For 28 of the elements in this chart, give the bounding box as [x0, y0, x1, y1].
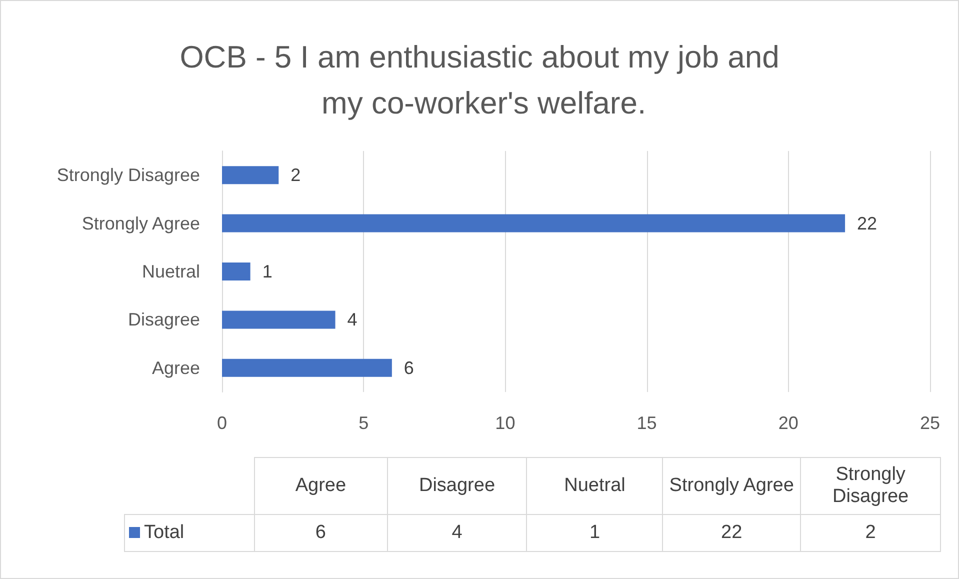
- data-label: 2: [290, 165, 301, 186]
- chart-title: OCB - 5 I am enthusiastic about my job and my co-worker's welfare.: [180, 40, 780, 120]
- data-label: 4: [347, 310, 358, 330]
- x-tick-label: 15: [636, 413, 657, 433]
- y-tick-label: Strongly Disagree: [56, 165, 200, 186]
- category-label: Agree: [295, 475, 346, 496]
- x-tick-label: 5: [358, 413, 369, 433]
- text: 1: [589, 522, 600, 543]
- y-tick-label: Disagree: [128, 310, 200, 330]
- y-tick-label: Nuetral: [142, 262, 200, 282]
- text: 4: [452, 522, 462, 543]
- y-tick-label: Strongly Agree: [82, 213, 200, 234]
- legend-label: Total: [124, 514, 254, 552]
- x-tick-label: 20: [778, 413, 798, 433]
- x-tick-label: 0: [216, 413, 228, 433]
- y-tick-label: Agree: [152, 358, 200, 378]
- data-label: 6: [404, 358, 414, 378]
- category-label: Strongly Disagree: [832, 464, 909, 507]
- text: 22: [721, 522, 742, 543]
- x-tick-label: 10: [495, 413, 516, 433]
- category-label: Nuetral: [564, 475, 626, 496]
- x-tick-label: 25: [920, 413, 940, 433]
- data-label: 22: [857, 213, 878, 234]
- data-label: 1: [262, 262, 272, 282]
- category-label: Strongly Agree: [669, 475, 794, 496]
- text: 2: [865, 522, 876, 543]
- text: 6: [315, 522, 326, 543]
- category-label: Disagree: [418, 475, 496, 496]
